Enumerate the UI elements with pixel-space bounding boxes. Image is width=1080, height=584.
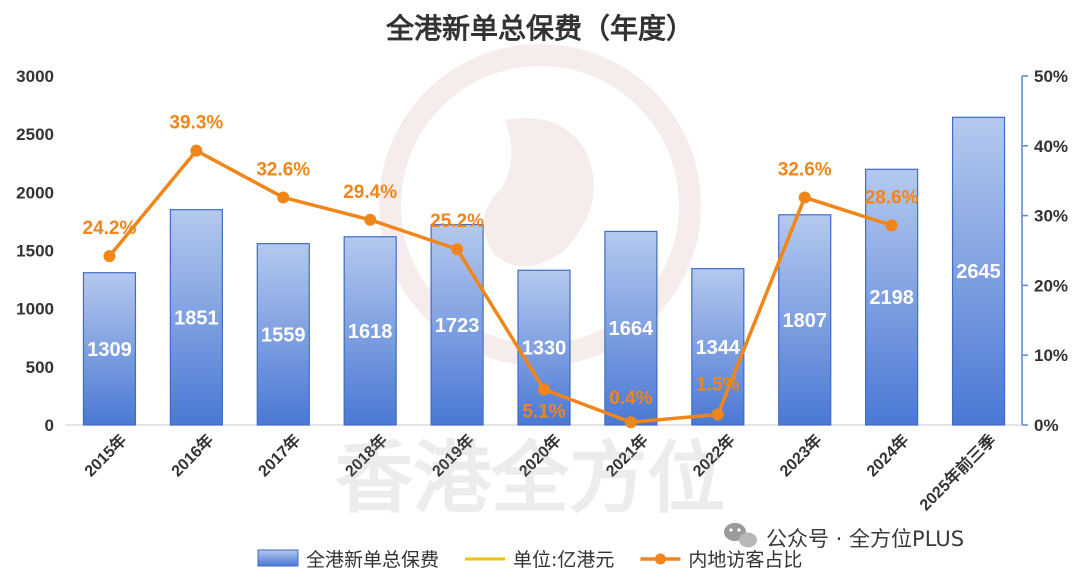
x-axis-tick-label: 2025年前三季: [916, 430, 1001, 515]
bar: [82, 272, 137, 426]
right-axis-tick-label: 30%: [1034, 207, 1068, 226]
bar: [256, 243, 310, 426]
line-value-label: 24.2%: [83, 218, 137, 239]
watermark-text: 香港全方位: [335, 434, 725, 524]
line-path: [108, 148, 893, 424]
line-point: [451, 243, 464, 256]
legend-label: 单位:亿港元: [513, 549, 614, 571]
line-series: [103, 144, 898, 429]
line-value-label: 25.2%: [430, 211, 484, 232]
line-point: [103, 250, 116, 263]
x-axis-tick-label: 2015年: [80, 430, 130, 480]
x-axis-tick-label: 2017年: [254, 430, 304, 480]
right-axis-tick-label: 0%: [1034, 416, 1059, 435]
bar: [343, 236, 397, 426]
x-axis-tick-label: 2023年: [776, 430, 826, 480]
line-value-label: 1.5%: [696, 375, 739, 396]
x-axis-tick-label: 2016年: [167, 430, 217, 480]
left-axis-tick-label: 2500: [16, 125, 54, 144]
right-axis-tick-label: 20%: [1034, 276, 1068, 295]
right-axis: 0% 10% 20% 30% 40% 50%: [1021, 67, 1068, 435]
line-point: [538, 383, 550, 396]
left-axis-tick-label: 500: [26, 358, 54, 377]
line-value-label: 5.1%: [522, 401, 565, 422]
line-point: [624, 416, 637, 429]
bar: [865, 168, 919, 426]
bar-series: [82, 116, 1006, 426]
bar-value-label: 1559: [261, 324, 306, 346]
right-axis-tick-label: 40%: [1034, 137, 1068, 156]
left-axis-tick-label: 0: [45, 416, 54, 435]
bar-value-label: 1664: [609, 318, 654, 340]
bar-value-labels: 1309 1851 1559 1618 1723 1330 1664 1344 1807 2198…: [87, 261, 1001, 361]
legend-label: 内地访客占比: [688, 549, 802, 571]
line-point: [364, 213, 377, 226]
bar: [778, 214, 832, 426]
bar: [604, 230, 658, 426]
bar-value-label: 2645: [956, 261, 1001, 283]
line-point: [798, 191, 811, 204]
line-value-label: 39.3%: [169, 113, 223, 134]
right-axis-tick-label: 10%: [1034, 346, 1068, 365]
bar-value-label: 1723: [435, 315, 480, 337]
bar-value-label: 1344: [696, 337, 741, 359]
bar-value-label: 1330: [522, 338, 567, 360]
line-value-label: 0.4%: [609, 388, 652, 409]
wechat-icon: [724, 523, 757, 548]
line-point: [711, 408, 724, 421]
line-value-label: 28.6%: [865, 187, 919, 208]
watermark-glyph: [483, 118, 594, 267]
right-axis-tick-label: 50%: [1034, 67, 1068, 86]
legend-swatch-bar: [257, 549, 299, 567]
legend: 全港新单总保费 单位:亿港元 内地访客占比: [257, 549, 802, 571]
chart-title: 全港新单总保费（年度）: [385, 12, 694, 45]
line-value-label: 32.6%: [256, 159, 310, 180]
bar: [951, 116, 1006, 426]
line-point: [885, 219, 898, 232]
line-value-labels: 24.2% 39.3% 32.6% 29.4% 25.2% 5.1% 0.4% 1.5% 32.…: [83, 113, 919, 423]
line-point: [190, 144, 203, 157]
bar-value-label: 1309: [87, 339, 132, 361]
bar: [430, 223, 484, 426]
bar-value-label: 1618: [348, 321, 393, 343]
bar-value-label: 1851: [174, 307, 219, 329]
left-axis-tick-label: 1500: [16, 242, 54, 261]
line-value-label: 29.4%: [343, 182, 397, 203]
bar-value-label: 1807: [782, 310, 827, 332]
line-value-label: 32.6%: [778, 159, 832, 180]
wechat-badge-text: 公众号 · 全方位PLUS: [766, 527, 964, 551]
wechat-badge: 公众号 · 全方位PLUS: [724, 523, 964, 551]
legend-label: 全港新单总保费: [306, 549, 439, 571]
bar: [691, 268, 745, 426]
x-axis-tick-label: 2024年: [863, 430, 913, 480]
left-axis-tick-label: 1000: [16, 300, 54, 319]
legend-swatch-marker: [654, 553, 666, 565]
line-point: [277, 191, 290, 204]
left-axis: 0 500 1000 1500 2000 2500 3000: [16, 67, 54, 435]
left-axis-tick-label: 3000: [16, 67, 54, 86]
bar: [517, 269, 571, 426]
bar-value-label: 2198: [869, 287, 914, 309]
left-axis-tick-label: 2000: [16, 183, 54, 202]
bar: [169, 209, 223, 426]
